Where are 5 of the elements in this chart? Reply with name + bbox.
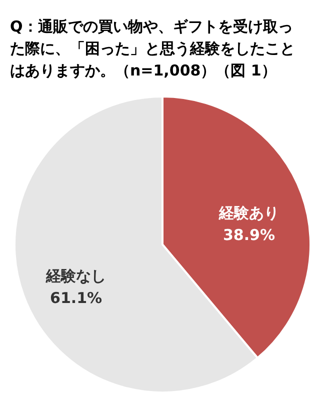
data-label: 61.1%: [50, 288, 102, 307]
data-label: 38.9%: [222, 226, 275, 244]
slice-label: 経験なし: [45, 266, 106, 285]
slice-label: 経験あり: [218, 204, 279, 222]
chart-title: Q：通販での買い物や、ギフトを受け取った際に、「困った」と思う経験をしたことはありますか。（n=1,008）（図 1）: [10, 18, 295, 80]
